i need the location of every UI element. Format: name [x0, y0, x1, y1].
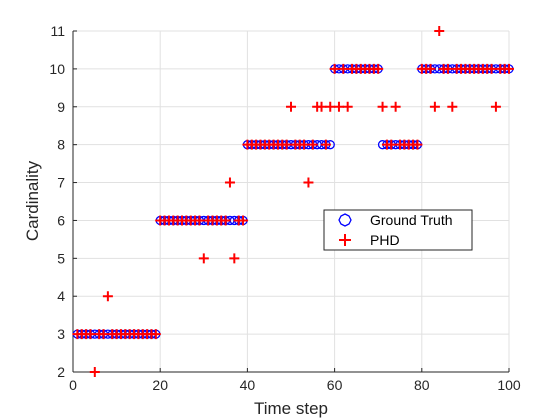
- phd-point: [281, 139, 292, 150]
- phd-point: [102, 291, 113, 302]
- phd-point: [224, 177, 235, 188]
- phd-point: [89, 367, 100, 377]
- y-tick-label: 7: [57, 175, 65, 191]
- plot-area: [73, 31, 509, 372]
- phd-point: [386, 139, 397, 150]
- phd-point: [150, 329, 161, 340]
- phd-point: [486, 63, 497, 74]
- phd-point: [316, 101, 327, 112]
- phd-point: [299, 139, 310, 150]
- phd-point: [220, 215, 231, 226]
- phd-point: [307, 139, 318, 150]
- legend: Ground Truth PHD: [323, 209, 473, 251]
- phd-point: [373, 63, 384, 74]
- y-tick-label: 11: [50, 23, 65, 39]
- phd-point: [198, 253, 209, 264]
- y-tick-label: 9: [57, 99, 65, 115]
- phd-series: [72, 26, 514, 377]
- legend-ground-truth-marker: [338, 213, 352, 227]
- phd-point: [412, 139, 423, 150]
- phd-point: [329, 63, 340, 74]
- phd-point: [377, 101, 388, 112]
- phd-point: [325, 101, 336, 112]
- x-axis-title: Time step: [254, 399, 328, 418]
- phd-point: [286, 101, 296, 112]
- y-tick-label: 4: [57, 288, 65, 304]
- phd-point: [490, 101, 501, 112]
- phd-point: [229, 253, 240, 264]
- phd-point: [442, 63, 453, 74]
- phd-point: [342, 101, 353, 112]
- phd-point: [425, 63, 436, 74]
- y-tick-label: 8: [57, 137, 65, 153]
- phd-point: [320, 139, 331, 150]
- x-tick-label: 40: [240, 377, 256, 393]
- phd-point: [333, 101, 344, 112]
- x-tick-label: 0: [69, 377, 77, 393]
- y-tick-label: 6: [57, 212, 65, 228]
- legend-phd-label: PHD: [370, 232, 400, 248]
- y-axis-title: Cardinality: [23, 160, 42, 241]
- phd-point: [390, 101, 401, 112]
- phd-point: [504, 63, 514, 74]
- x-tick-label: 80: [414, 377, 430, 393]
- phd-point: [85, 329, 96, 340]
- y-tick-label: 3: [57, 326, 65, 342]
- phd-point: [429, 101, 440, 112]
- phd-point: [238, 215, 249, 226]
- phd-point: [303, 177, 314, 188]
- phd-point: [447, 101, 458, 112]
- legend-phd-marker: [339, 234, 351, 246]
- phd-point: [194, 215, 205, 226]
- axes: 0 20 40 60 80 100 2 3 4 5 6 7 8 9 10 11: [49, 23, 520, 393]
- legend-ground-truth-label: Ground Truth: [370, 212, 453, 228]
- y-tick-label: 2: [57, 364, 65, 380]
- phd-point: [98, 329, 109, 340]
- x-tick-label: 60: [327, 377, 343, 393]
- y-tick-label: 5: [57, 250, 65, 266]
- x-tick-label: 100: [497, 377, 521, 393]
- phd-point: [434, 26, 445, 36]
- x-tick-label: 20: [152, 377, 168, 393]
- y-tick-label: 10: [49, 61, 65, 77]
- phd-point: [338, 63, 349, 74]
